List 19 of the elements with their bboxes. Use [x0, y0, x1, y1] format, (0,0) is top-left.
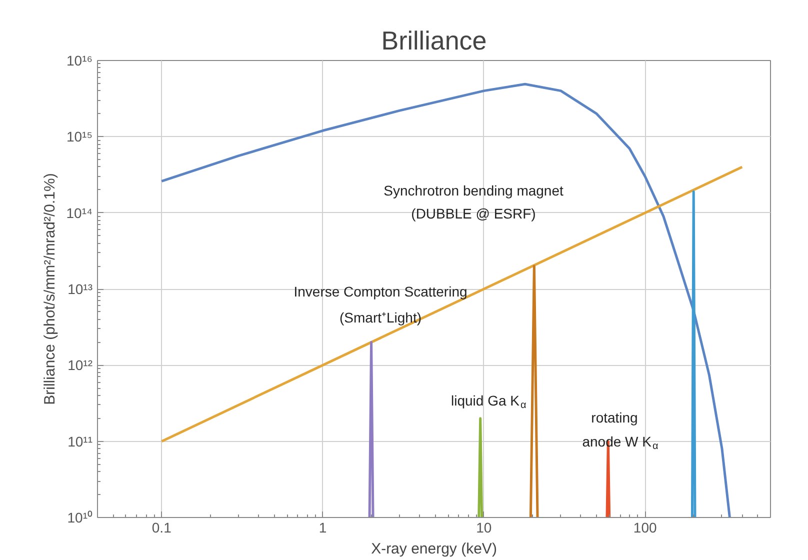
y-axis-title: Brilliance (phot/s/mm²/mrad²/0.1%) — [41, 173, 58, 405]
y-tick-label: 10¹³ — [68, 281, 93, 297]
annotation: Inverse Compton Scattering — [294, 284, 468, 300]
x-tick-label: 1 — [318, 520, 327, 536]
x-tick-label: 100 — [633, 520, 657, 536]
x-axis-title: X-ray energy (keV) — [371, 540, 497, 558]
x-tick-label: 10 — [476, 520, 492, 536]
y-tick-label: 10¹¹ — [68, 433, 93, 450]
annotation: rotating — [591, 410, 638, 426]
y-tick-label: 10¹⁰ — [67, 510, 92, 526]
y-tick-label: 10¹² — [68, 357, 93, 374]
annotation: (Smart⁺Light) — [339, 310, 422, 326]
y-tick-label: 10¹⁴ — [66, 204, 92, 221]
x-tick-label: 0.1 — [152, 520, 172, 536]
y-tick-label: 10¹⁵ — [66, 128, 93, 145]
annotation: (DUBBLE @ ESRF) — [411, 206, 536, 222]
y-tick-label: 10¹⁶ — [66, 52, 93, 68]
chart-title: Brilliance — [381, 26, 487, 56]
annotation: Synchrotron bending magnet — [384, 182, 564, 198]
